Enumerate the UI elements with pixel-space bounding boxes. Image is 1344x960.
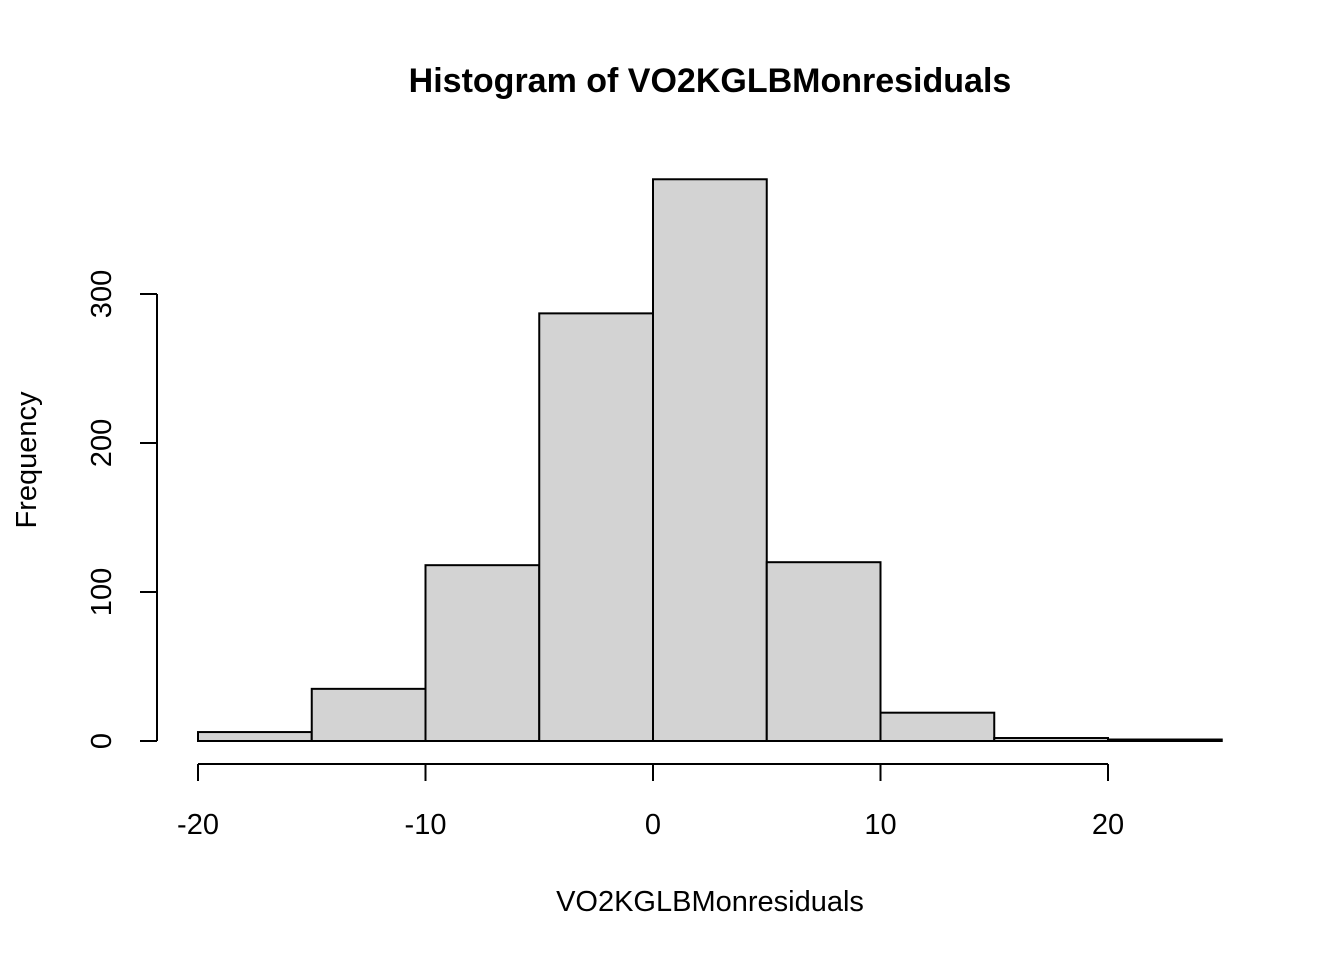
y-tick-label: 300 <box>86 270 118 318</box>
histogram-bar <box>993 737 1109 743</box>
histogram-bar <box>879 711 996 743</box>
x-tick-label: -10 <box>405 809 447 841</box>
x-axis: -20 -10 0 10 20 <box>177 763 1124 841</box>
y-axis-label: Frequency <box>11 391 43 529</box>
x-tick-label: 0 <box>645 809 661 841</box>
x-axis-label: VO2KGLBMonresiduals <box>556 886 864 918</box>
histogram-bar <box>1107 738 1223 743</box>
chart-title: Histogram of VO2KGLBMonresiduals <box>409 62 1012 100</box>
y-tick-label: 100 <box>86 568 118 616</box>
bars-group <box>197 178 1223 743</box>
histogram-bar <box>538 312 654 742</box>
y-tick-label: 200 <box>86 419 118 467</box>
histogram-bar <box>652 178 768 742</box>
histogram-bar <box>310 687 427 742</box>
histogram-bar <box>424 564 541 742</box>
histogram-bar <box>765 561 882 743</box>
x-tick-label: 20 <box>1092 809 1124 841</box>
x-tick-label: 10 <box>864 809 896 841</box>
y-tick-label: 0 <box>86 733 118 749</box>
y-axis: 0 100 200 300 <box>86 270 158 749</box>
histogram-bar <box>197 731 313 742</box>
x-tick-label: -20 <box>177 809 219 841</box>
